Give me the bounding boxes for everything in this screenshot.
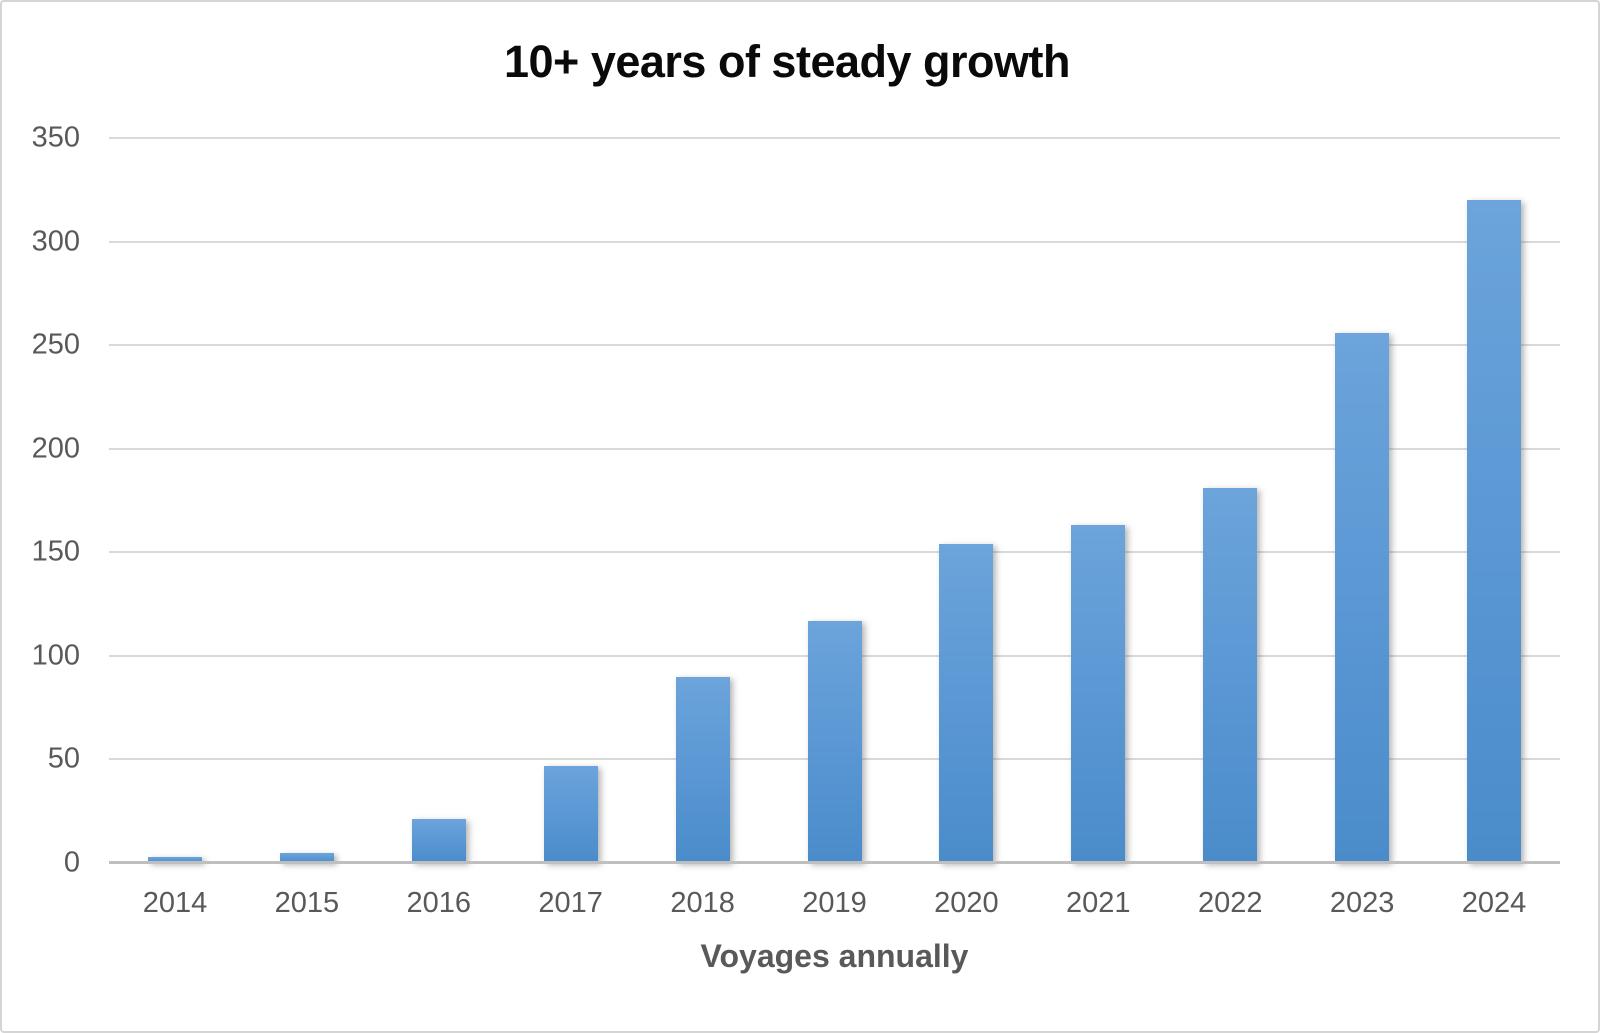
bar-2022 — [1203, 488, 1258, 863]
bar-2019 — [807, 621, 862, 863]
bar-2017 — [543, 766, 598, 863]
y-tick-label: 350 — [31, 121, 80, 154]
x-tick-label-2021: 2021 — [1066, 887, 1131, 919]
x-axis-title: Voyages annually — [700, 938, 969, 974]
y-tick-label: 250 — [31, 328, 80, 361]
x-tick-label-2016: 2016 — [406, 887, 472, 919]
y-tick-label: 100 — [31, 639, 80, 672]
bar-2015 — [279, 853, 334, 863]
plot-area — [109, 137, 1560, 864]
y-tick-label: 300 — [31, 225, 80, 258]
bar-2014 — [147, 857, 202, 863]
x-tick-label-2017: 2017 — [538, 887, 603, 919]
x-tick-label-2014: 2014 — [142, 887, 208, 919]
gridline — [109, 447, 1560, 450]
x-tick-label-2018: 2018 — [670, 887, 735, 919]
bar-2024 — [1467, 200, 1522, 863]
gridline — [109, 137, 1560, 139]
x-tick-label-2015: 2015 — [274, 887, 340, 919]
gridline — [109, 240, 1560, 243]
bar-2018 — [675, 677, 730, 863]
gridline — [109, 344, 1560, 347]
y-tick-label: 200 — [31, 432, 80, 465]
x-tick-label-2023: 2023 — [1329, 887, 1395, 919]
x-axis-line — [109, 861, 1560, 864]
bar-2016 — [411, 819, 466, 863]
y-tick-label: 0 — [63, 846, 80, 879]
x-tick-label-2020: 2020 — [934, 887, 999, 919]
y-tick-label: 50 — [47, 742, 80, 775]
bar-2020 — [939, 544, 994, 863]
bar-2023 — [1335, 333, 1390, 863]
x-tick-label-2024: 2024 — [1461, 887, 1527, 919]
x-tick-label-2019: 2019 — [802, 887, 867, 919]
gridline — [109, 551, 1560, 554]
bar-2021 — [1071, 525, 1126, 863]
x-tick-label-2022: 2022 — [1197, 887, 1263, 919]
chart-title: 10+ years of steady growth — [504, 36, 1070, 87]
y-tick-label: 150 — [31, 535, 80, 568]
